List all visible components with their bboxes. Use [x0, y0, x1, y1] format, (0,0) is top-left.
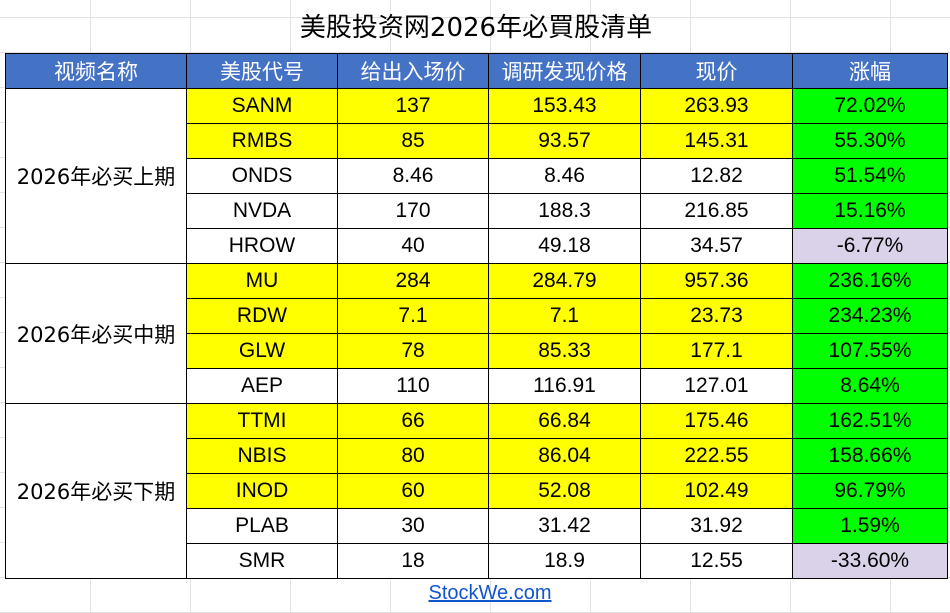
sheet-title: 美股投资网2026年必買股清单: [299, 13, 653, 43]
research-price-cell[interactable]: 7.1: [488, 298, 641, 334]
research-price-cell[interactable]: 85.33: [488, 333, 641, 369]
entry-price-cell[interactable]: 40: [337, 228, 489, 264]
ticker-cell[interactable]: ONDS: [186, 158, 338, 194]
research-price-cell[interactable]: 284.79: [488, 263, 641, 299]
video-name-cell[interactable]: 2026年必买下期: [5, 403, 187, 579]
header-video-name[interactable]: 视频名称: [5, 53, 187, 89]
change-cell[interactable]: 162.51%: [792, 403, 948, 439]
table-row: RDW 7.1 7.1 23.73 234.23%: [6, 298, 948, 334]
entry-price-cell[interactable]: 170: [337, 193, 489, 229]
stockwe-link[interactable]: StockWe.com: [428, 582, 552, 604]
header-ticker[interactable]: 美股代号: [186, 53, 338, 89]
current-price-cell[interactable]: 263.93: [640, 88, 793, 124]
change-cell[interactable]: 107.55%: [792, 333, 948, 369]
change-cell[interactable]: 96.79%: [792, 473, 948, 509]
ticker-cell[interactable]: TTMI: [186, 403, 338, 439]
research-price-cell[interactable]: 8.46: [488, 158, 641, 194]
change-cell[interactable]: 15.16%: [792, 193, 948, 229]
research-price-cell[interactable]: 18.9: [488, 543, 641, 579]
entry-price-cell[interactable]: 137: [337, 88, 489, 124]
ticker-cell[interactable]: SMR: [186, 543, 338, 579]
table-row: AEP 110 116.91 127.01 8.64%: [6, 368, 948, 404]
research-price-cell[interactable]: 49.18: [488, 228, 641, 264]
video-name-cell[interactable]: 2026年必买中期: [5, 263, 187, 404]
table-row: 2026年必买下期 TTMI 66 66.84 175.46 162.51%: [5, 403, 948, 579]
ticker-cell[interactable]: NBIS: [186, 438, 338, 474]
table-row: 2026年必买中期 MU 284 284.79 957.36 236.16%: [5, 263, 948, 404]
video-name-cell[interactable]: 2026年必买上期: [5, 88, 187, 264]
entry-price-cell[interactable]: 30: [337, 508, 489, 544]
header-row: 视频名称 美股代号 给出入场价 调研发现价格 现价 涨幅: [5, 53, 948, 89]
entry-price-cell[interactable]: 284: [337, 263, 489, 299]
entry-price-cell[interactable]: 66: [337, 403, 489, 439]
table-row: SMR 18 18.9 12.55 -33.60%: [6, 543, 948, 579]
table-row: INOD 60 52.08 102.49 96.79%: [6, 473, 948, 509]
research-price-cell[interactable]: 153.43: [488, 88, 641, 124]
research-price-cell[interactable]: 93.57: [488, 123, 641, 159]
current-price-cell[interactable]: 216.85: [640, 193, 793, 229]
ticker-cell[interactable]: RDW: [186, 298, 338, 334]
table-row: NBIS 80 86.04 222.55 158.66%: [6, 438, 948, 474]
current-price-cell[interactable]: 12.82: [640, 158, 793, 194]
current-price-cell[interactable]: 957.36: [640, 263, 793, 299]
table-row: GLW 78 85.33 177.1 107.55%: [6, 333, 948, 369]
entry-price-cell[interactable]: 18: [337, 543, 489, 579]
table-row: RMBS 85 93.57 145.31 55.30%: [6, 123, 948, 159]
change-cell[interactable]: 55.30%: [792, 123, 948, 159]
ticker-cell[interactable]: NVDA: [186, 193, 338, 229]
header-current-price[interactable]: 现价: [640, 53, 793, 89]
current-price-cell[interactable]: 23.73: [640, 298, 793, 334]
current-price-cell[interactable]: 145.31: [640, 123, 793, 159]
header-entry-price[interactable]: 给出入场价: [337, 53, 489, 89]
change-cell[interactable]: 1.59%: [792, 508, 948, 544]
current-price-cell[interactable]: 102.49: [640, 473, 793, 509]
header-research-price[interactable]: 调研发现价格: [488, 53, 641, 89]
change-cell[interactable]: 158.66%: [792, 438, 948, 474]
current-price-cell[interactable]: 12.55: [640, 543, 793, 579]
research-price-cell[interactable]: 66.84: [488, 403, 641, 439]
current-price-cell[interactable]: 31.92: [640, 508, 793, 544]
current-price-cell[interactable]: 175.46: [640, 403, 793, 439]
ticker-cell[interactable]: GLW: [186, 333, 338, 369]
current-price-cell[interactable]: 222.55: [640, 438, 793, 474]
research-price-cell[interactable]: 31.42: [488, 508, 641, 544]
table-row: NVDA 170 188.3 216.85 15.16%: [6, 193, 948, 229]
change-cell[interactable]: 72.02%: [792, 88, 948, 124]
entry-price-cell[interactable]: 7.1: [337, 298, 489, 334]
change-cell[interactable]: 51.54%: [792, 158, 948, 194]
research-price-cell[interactable]: 116.91: [488, 368, 641, 404]
ticker-cell[interactable]: PLAB: [186, 508, 338, 544]
change-cell[interactable]: -6.77%: [792, 228, 948, 264]
entry-price-cell[interactable]: 60: [337, 473, 489, 509]
ticker-cell[interactable]: RMBS: [186, 123, 338, 159]
current-price-cell[interactable]: 177.1: [640, 333, 793, 369]
ticker-cell[interactable]: HROW: [186, 228, 338, 264]
table-row: 2026年必买上期 SANM 137 153.43 263.93 72.02%: [5, 88, 948, 264]
entry-price-cell[interactable]: 110: [337, 368, 489, 404]
ticker-cell[interactable]: MU: [186, 263, 338, 299]
research-price-cell[interactable]: 86.04: [488, 438, 641, 474]
stock-table: 视频名称 美股代号 给出入场价 调研发现价格 现价 涨幅 2026年必买上期 SA…: [5, 53, 948, 579]
change-cell[interactable]: 236.16%: [792, 263, 948, 299]
entry-price-cell[interactable]: 8.46: [337, 158, 489, 194]
change-cell[interactable]: 234.23%: [792, 298, 948, 334]
table-row: PLAB 30 31.42 31.92 1.59%: [6, 508, 948, 544]
current-price-cell[interactable]: 34.57: [640, 228, 793, 264]
research-price-cell[interactable]: 188.3: [488, 193, 641, 229]
table-row: ONDS 8.46 8.46 12.82 51.54%: [6, 158, 948, 194]
current-price-cell[interactable]: 127.01: [640, 368, 793, 404]
change-cell[interactable]: 8.64%: [792, 368, 948, 404]
entry-price-cell[interactable]: 78: [337, 333, 489, 369]
ticker-cell[interactable]: AEP: [186, 368, 338, 404]
entry-price-cell[interactable]: 80: [337, 438, 489, 474]
ticker-cell[interactable]: INOD: [186, 473, 338, 509]
entry-price-cell[interactable]: 85: [337, 123, 489, 159]
research-price-cell[interactable]: 52.08: [488, 473, 641, 509]
change-cell[interactable]: -33.60%: [792, 543, 948, 579]
header-change[interactable]: 涨幅: [792, 53, 948, 89]
ticker-cell[interactable]: SANM: [186, 88, 338, 124]
